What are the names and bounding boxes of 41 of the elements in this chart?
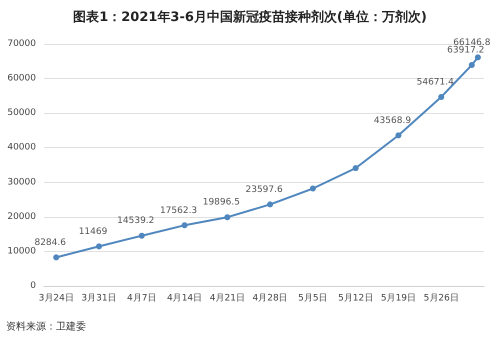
- point: [96, 243, 102, 250]
- data-label: 11469: [78, 226, 108, 237]
- y-tick-label: 40000: [7, 142, 36, 153]
- data-label: 17562.3: [160, 206, 198, 216]
- data-label: 23597.6: [246, 184, 283, 195]
- y-tick-label: 0: [30, 281, 36, 291]
- data-label: 8284.6: [34, 238, 66, 248]
- x-tick-label: 5月5日: [298, 294, 328, 304]
- y-tick-label: 30000: [7, 177, 36, 188]
- x-tick-label: 3月31日: [81, 294, 117, 304]
- point: [224, 214, 230, 220]
- x-tick-label: 5月26日: [424, 294, 459, 304]
- point: [395, 132, 402, 138]
- y-tick-label: 20000: [7, 212, 36, 222]
- x-tick-label: 4月21日: [210, 294, 245, 304]
- x-tick-label: 5月19日: [380, 294, 416, 304]
- chart-title: 图表1：2021年3-6月中国新冠疫苗接种剂次(单位：万剂次): [73, 9, 427, 25]
- data-label: 14539.2: [117, 216, 154, 226]
- y-tick-label: 60000: [7, 74, 36, 84]
- point: [182, 222, 188, 228]
- point: [352, 165, 359, 172]
- point: [468, 62, 475, 68]
- text: 资料来源：卫建委: [6, 320, 86, 332]
- data-label: 43568.9: [374, 116, 412, 126]
- point: [310, 186, 316, 192]
- y-tick-label: 10000: [7, 246, 36, 256]
- x-tick-label: 4月7日: [127, 294, 157, 304]
- point: [53, 254, 60, 260]
- data-label: 63917.2: [447, 46, 484, 56]
- data-label: 54671.4: [416, 77, 454, 88]
- x-tick-label: 4月14日: [166, 294, 202, 304]
- point: [138, 232, 145, 239]
- data-label: 19896.5: [202, 198, 240, 208]
- x-tick-label: 4月28日: [252, 294, 288, 304]
- point: [474, 54, 481, 60]
- point: [438, 94, 444, 100]
- point: [267, 201, 274, 208]
- y-tick-label: 70000: [7, 39, 36, 49]
- x-tick-label: 3月24日: [38, 294, 74, 304]
- x-tick-label: 5月12日: [338, 294, 374, 304]
- y-tick-label: 50000: [7, 108, 36, 118]
